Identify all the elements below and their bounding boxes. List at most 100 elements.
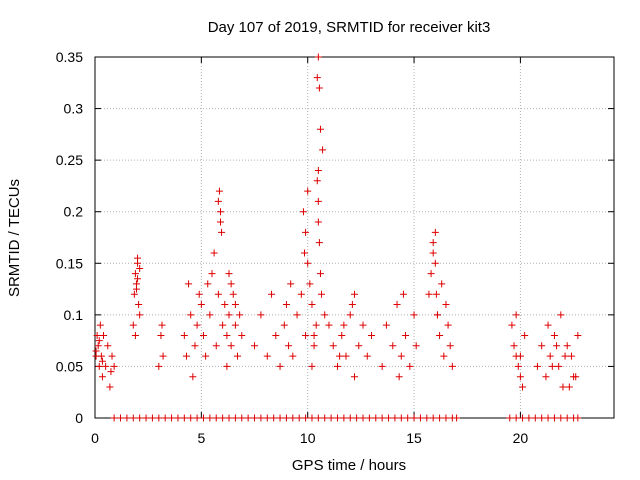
data-point <box>129 321 137 329</box>
data-point <box>251 414 259 422</box>
data-point <box>161 414 169 422</box>
data-point <box>410 414 418 422</box>
data-point <box>263 414 271 422</box>
data-point <box>225 311 233 319</box>
data-point <box>382 321 390 329</box>
data-point <box>313 177 321 185</box>
data-point <box>193 321 201 329</box>
x-tick-label: 5 <box>197 430 205 446</box>
data-point <box>204 280 212 288</box>
data-point <box>225 270 233 278</box>
data-point <box>368 331 376 339</box>
data-point <box>193 414 201 422</box>
data-point <box>308 414 316 422</box>
data-point <box>325 321 333 329</box>
data-point <box>512 414 520 422</box>
data-point <box>136 264 144 272</box>
data-point <box>525 414 533 422</box>
data-point <box>406 362 414 370</box>
data-point <box>429 239 437 247</box>
data-points <box>92 53 582 422</box>
x-tick-label: 0 <box>91 430 99 446</box>
data-point <box>453 414 461 422</box>
data-point <box>570 373 578 381</box>
data-point <box>238 331 246 339</box>
y-tick-label: 0.05 <box>56 358 83 374</box>
data-point <box>199 414 207 422</box>
data-point <box>302 331 310 339</box>
data-point <box>180 414 188 422</box>
data-point <box>538 342 546 350</box>
data-point <box>327 414 335 422</box>
data-point <box>131 270 139 278</box>
data-point <box>346 311 354 319</box>
x-tick-label: 20 <box>513 430 529 446</box>
data-point <box>187 414 195 422</box>
data-point <box>216 208 224 216</box>
data-point <box>342 352 350 360</box>
data-point <box>314 218 322 226</box>
data-point <box>544 414 552 422</box>
data-point <box>399 290 407 298</box>
grid-lines <box>95 57 614 418</box>
data-point <box>310 342 318 350</box>
data-point <box>567 352 575 360</box>
data-point <box>257 311 265 319</box>
y-tick-label: 0 <box>75 410 83 426</box>
data-point <box>533 362 541 370</box>
data-point <box>521 331 529 339</box>
data-point <box>148 414 156 422</box>
data-point <box>425 290 433 298</box>
data-point <box>397 414 405 422</box>
data-point <box>231 301 239 309</box>
data-point <box>431 228 439 236</box>
data-point <box>129 414 137 422</box>
data-point <box>314 197 322 205</box>
data-point <box>304 187 312 195</box>
data-point <box>94 342 102 350</box>
data-point <box>548 362 556 370</box>
axis-ticks: 0 5 10 15 20 0 0.05 0.1 0.15 0.2 0.25 0.3 0.35 <box>56 49 614 446</box>
data-point <box>321 311 329 319</box>
data-point <box>251 342 259 350</box>
data-point <box>316 125 324 133</box>
data-point <box>197 301 205 309</box>
data-point <box>108 352 116 360</box>
data-point <box>187 311 195 319</box>
data-point <box>191 342 199 350</box>
data-point <box>565 383 573 391</box>
data-point <box>442 301 450 309</box>
data-point <box>276 362 284 370</box>
plot-frame <box>94 56 615 419</box>
data-point <box>287 280 295 288</box>
data-point <box>219 414 227 422</box>
data-point <box>351 290 358 298</box>
data-point <box>155 414 163 422</box>
data-point <box>318 290 326 298</box>
data-point <box>348 301 356 309</box>
data-point <box>338 331 346 339</box>
data-point <box>130 290 138 298</box>
data-point <box>206 311 214 319</box>
data-point <box>215 187 223 195</box>
data-point <box>321 414 329 422</box>
data-point <box>393 301 401 309</box>
data-point <box>136 414 144 422</box>
y-tick-label: 0.2 <box>64 204 84 220</box>
data-point <box>563 414 571 422</box>
data-point <box>282 301 290 309</box>
data-point <box>234 352 242 360</box>
x-tick-label: 15 <box>406 430 422 446</box>
data-point <box>346 414 354 422</box>
data-point <box>359 321 367 329</box>
data-point <box>231 321 239 329</box>
data-point <box>98 373 106 381</box>
data-point <box>555 362 563 370</box>
data-point <box>446 342 454 350</box>
data-point <box>538 414 546 422</box>
data-point <box>423 414 431 422</box>
data-point <box>315 84 323 92</box>
data-point <box>312 321 320 329</box>
data-point <box>104 342 112 350</box>
data-point <box>544 321 552 329</box>
